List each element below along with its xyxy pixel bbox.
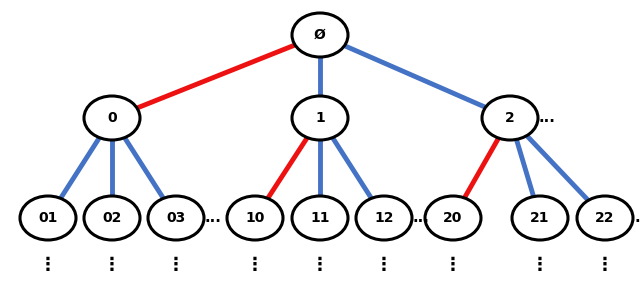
Text: 1: 1: [315, 111, 325, 125]
Ellipse shape: [84, 96, 140, 140]
Text: 0: 0: [107, 111, 117, 125]
Ellipse shape: [482, 96, 538, 140]
Text: ⋮: ⋮: [167, 256, 185, 274]
Text: 01: 01: [38, 211, 58, 225]
Ellipse shape: [292, 13, 348, 57]
Text: ⋮: ⋮: [531, 256, 549, 274]
Text: ⋮: ⋮: [246, 256, 264, 274]
Ellipse shape: [227, 196, 283, 240]
Text: ⋮: ⋮: [311, 256, 329, 274]
Text: ⋮: ⋮: [444, 256, 462, 274]
Ellipse shape: [148, 196, 204, 240]
Ellipse shape: [577, 196, 633, 240]
Text: ⋮: ⋮: [596, 256, 614, 274]
Text: ...: ...: [413, 211, 430, 226]
Text: 12: 12: [374, 211, 394, 225]
Text: 03: 03: [166, 211, 186, 225]
Text: Ø: Ø: [314, 28, 326, 42]
Text: 21: 21: [531, 211, 550, 225]
Ellipse shape: [512, 196, 568, 240]
Text: 2: 2: [505, 111, 515, 125]
Text: ...: ...: [205, 211, 222, 226]
Text: 22: 22: [595, 211, 615, 225]
Text: ⋮: ⋮: [375, 256, 393, 274]
Text: ...: ...: [538, 110, 555, 125]
Text: ...: ...: [634, 211, 640, 226]
Ellipse shape: [425, 196, 481, 240]
Text: ⋮: ⋮: [103, 256, 121, 274]
Text: 10: 10: [245, 211, 265, 225]
Ellipse shape: [292, 196, 348, 240]
Text: 02: 02: [102, 211, 122, 225]
Text: 20: 20: [444, 211, 463, 225]
Text: 11: 11: [310, 211, 330, 225]
Ellipse shape: [84, 196, 140, 240]
Ellipse shape: [356, 196, 412, 240]
Ellipse shape: [20, 196, 76, 240]
Ellipse shape: [292, 96, 348, 140]
Text: ⋮: ⋮: [39, 256, 57, 274]
